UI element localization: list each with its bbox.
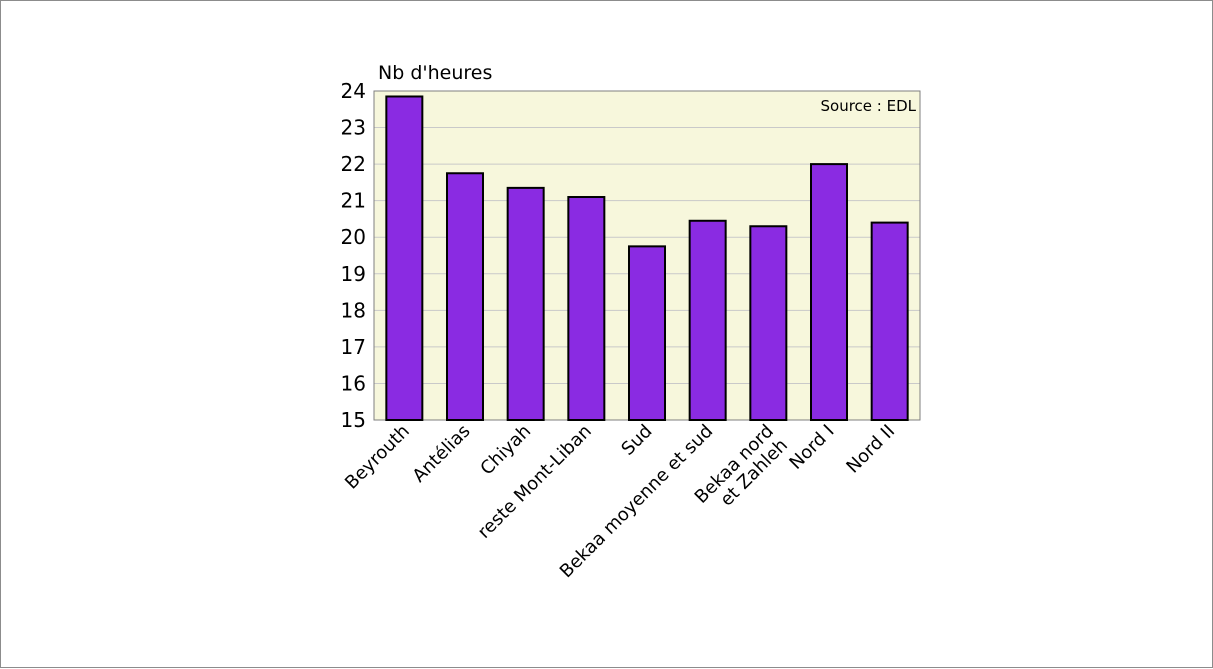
y-tick-label: 18: [341, 298, 366, 322]
bar-4: [628, 245, 666, 421]
x-tick-label: Nord I: [785, 421, 838, 474]
y-tick-label: 19: [341, 262, 366, 286]
y-tick-label: 15: [341, 408, 366, 432]
x-tick-label: reste Mont-Liban: [474, 421, 596, 543]
bar-7: [810, 163, 848, 421]
y-tick-label: 16: [341, 371, 366, 395]
x-tick-label: Nord II: [842, 421, 899, 478]
x-tick-label: Chiyah: [476, 421, 535, 480]
y-tick-label: 20: [341, 225, 366, 249]
bar-5: [688, 219, 727, 421]
bar-6: [749, 225, 788, 421]
bar-8: [870, 221, 909, 421]
bar-0: [385, 95, 424, 421]
y-tick-label: 21: [341, 189, 366, 213]
y-tick-label: 17: [341, 335, 366, 359]
y-axis-label: Nb d'heures: [378, 62, 492, 84]
x-tick-label: Antélias: [409, 421, 475, 487]
y-tick-label: 22: [341, 152, 366, 176]
y-tick-label: 24: [341, 79, 366, 103]
source-annotation: Source : EDL: [821, 97, 917, 115]
bar-3: [567, 196, 606, 421]
bar-1: [446, 172, 484, 421]
x-tick-label: Sud: [617, 421, 656, 460]
bar-2: [506, 186, 545, 421]
y-tick-label: 23: [341, 116, 366, 140]
